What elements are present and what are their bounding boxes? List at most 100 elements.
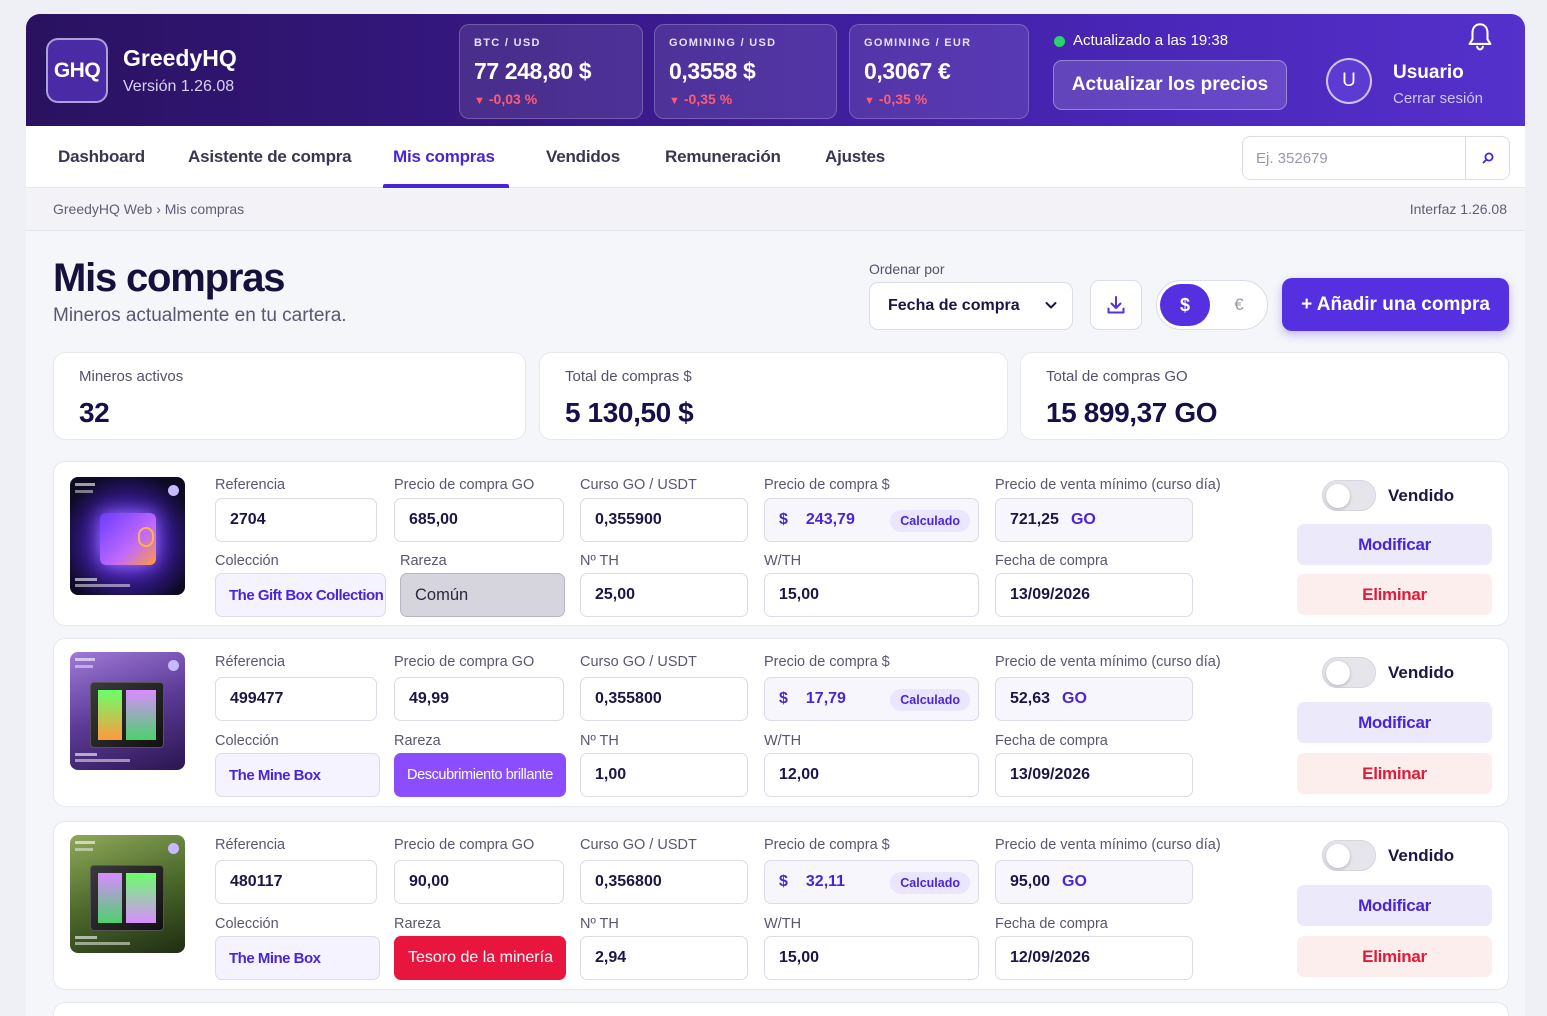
sort-select[interactable]: Fecha de compra (869, 282, 1073, 330)
sold-toggle[interactable] (1322, 657, 1376, 688)
delete-button[interactable]: Eliminar (1297, 936, 1492, 977)
wth-field[interactable]: 15,00 (764, 936, 979, 980)
avatar[interactable]: U (1326, 58, 1372, 104)
delete-button[interactable]: Eliminar (1297, 574, 1492, 615)
calculated-badge: Calculado (890, 510, 970, 532)
modify-button[interactable]: Modificar (1297, 702, 1492, 743)
collection-label: Colección (215, 733, 279, 749)
refresh-prices-button[interactable]: Actualizar los precios (1053, 60, 1287, 110)
price-usd-label: Precio de compra $ (764, 654, 890, 670)
breadcrumb: GreedyHQ Web › Mis compras Interfaz 1.26… (26, 189, 1525, 231)
stat-label: Total de compras $ (565, 368, 692, 385)
reference-label: Réferencia (215, 654, 286, 670)
search-button[interactable] (1465, 137, 1510, 179)
ticker-change: ▼ -0,35 % (669, 91, 733, 107)
th-label: Nº TH (580, 916, 619, 932)
wth-label: W/TH (764, 733, 802, 749)
calculated-badge: Calculado (890, 872, 970, 894)
delete-button[interactable]: Eliminar (1297, 753, 1492, 794)
wth-field[interactable]: 12,00 (764, 753, 979, 797)
download-button[interactable] (1090, 280, 1142, 330)
usd-symbol: $ (779, 511, 788, 528)
th-label: Nº TH (580, 553, 619, 569)
modify-button[interactable]: Modificar (1297, 524, 1492, 565)
min-sale-label: Precio de venta mínimo (curso día) (995, 477, 1221, 493)
price-go-field[interactable]: 685,00 (394, 498, 564, 542)
price-usd-value: 243,79 (805, 511, 855, 528)
breadcrumb-path[interactable]: GreedyHQ Web › Mis compras (53, 201, 245, 217)
stat-value: 15 899,37 GO (1046, 397, 1218, 428)
down-arrow-icon: ▼ (864, 95, 875, 107)
collection-field[interactable]: The Mine Box (215, 936, 380, 980)
price-usd-field: $ 17,79 Calculado (764, 677, 979, 721)
rarity-badge[interactable]: Descubrimiento brillante (394, 753, 566, 797)
tab-purchase-assistant[interactable]: Asistente de compra (188, 147, 352, 166)
rarity-badge[interactable]: Tesoro de la minería (394, 936, 566, 980)
modify-button[interactable]: Modificar (1297, 885, 1492, 926)
main-nav: Dashboard Asistente de compra Mis compra… (26, 126, 1525, 188)
stat-total-go: Total de compras GO 15 899,37 GO (1020, 352, 1509, 440)
status-indicator (1054, 36, 1065, 47)
ticker-pair: BTC / USD (474, 37, 541, 49)
rate-field[interactable]: 0,356800 (580, 860, 748, 904)
date-field[interactable]: 12/09/2026 (995, 936, 1193, 980)
rate-field[interactable]: 0,355800 (580, 677, 748, 721)
logo[interactable]: GHQ (46, 38, 108, 103)
ticker-pair: GOMINING / USD (669, 37, 777, 49)
date-field[interactable]: 13/09/2026 (995, 753, 1193, 797)
tab-remuneration[interactable]: Remuneración (665, 147, 781, 166)
brand-name: GreedyHQ (123, 45, 237, 71)
stat-value: 32 (79, 397, 110, 428)
price-go-field[interactable]: 90,00 (394, 860, 564, 904)
rarity-label: Rareza (400, 553, 447, 569)
active-tab-indicator (383, 184, 509, 188)
reference-field[interactable]: 480117 (215, 860, 377, 904)
search-input[interactable] (1243, 137, 1465, 179)
wth-field[interactable]: 15,00 (764, 573, 979, 617)
min-sale-label: Precio de venta mínimo (curso día) (995, 837, 1221, 853)
collection-field[interactable]: The Gift Box Collection (215, 573, 386, 617)
th-field[interactable]: 25,00 (580, 573, 748, 617)
ticker-price: 77 248,80 $ (474, 58, 592, 84)
th-field[interactable]: 1,00 (580, 753, 748, 797)
stat-total-usd: Total de compras $ 5 130,50 $ (539, 352, 1008, 440)
sold-toggle[interactable] (1322, 840, 1376, 871)
ticker-change: ▼ -0,35 % (864, 91, 928, 107)
sold-label: Vendido (1388, 486, 1455, 505)
min-sale-label: Precio de venta mínimo (curso día) (995, 654, 1221, 670)
reference-field[interactable]: 2704 (215, 498, 377, 542)
bell-icon[interactable] (1466, 22, 1494, 52)
date-field[interactable]: 13/09/2026 (995, 573, 1193, 617)
purchase-card: Réferencia 480117 Precio de compra GO 90… (53, 821, 1509, 990)
currency-eur-button[interactable]: € (1234, 295, 1244, 314)
collection-field[interactable]: The Mine Box (215, 753, 380, 797)
ticker-change: ▼ -0,03 % (474, 91, 538, 107)
tab-dashboard[interactable]: Dashboard (58, 147, 145, 166)
tab-my-purchases[interactable]: Mis compras (393, 147, 495, 166)
rate-field[interactable]: 0,355900 (580, 498, 748, 542)
min-sale-field: 721,25 GO (995, 498, 1193, 542)
collection-label: Colección (215, 916, 279, 932)
usd-symbol: $ (779, 690, 788, 707)
stat-label: Mineros activos (79, 368, 184, 385)
stat-active-miners: Mineros activos 32 (53, 352, 526, 440)
sold-toggle[interactable] (1322, 480, 1376, 511)
ticker-price: 0,3558 $ (669, 58, 756, 84)
date-label: Fecha de compra (995, 916, 1108, 932)
min-sale-value: 52,63 (1010, 690, 1051, 707)
price-usd-value: 32,11 (805, 873, 846, 890)
reference-field[interactable]: 499477 (215, 677, 377, 721)
tab-sold[interactable]: Vendidos (546, 147, 620, 166)
price-go-field[interactable]: 49,99 (394, 677, 564, 721)
th-field[interactable]: 2,94 (580, 936, 748, 980)
currency-usd-button[interactable]: $ (1160, 284, 1210, 326)
ticker-price: 0,3067 € (864, 58, 951, 84)
tab-settings[interactable]: Ajustes (825, 147, 886, 166)
price-go-label: Precio de compra GO (394, 477, 535, 493)
currency-toggle: $ € (1156, 280, 1268, 330)
logout-link[interactable]: Cerrar sesión (1393, 90, 1484, 107)
search-icon (1482, 152, 1494, 164)
add-purchase-button[interactable]: + Añadir una compra (1282, 278, 1509, 331)
rarity-badge[interactable]: Común (400, 573, 565, 617)
min-sale-value: 721,25 (1010, 511, 1059, 528)
